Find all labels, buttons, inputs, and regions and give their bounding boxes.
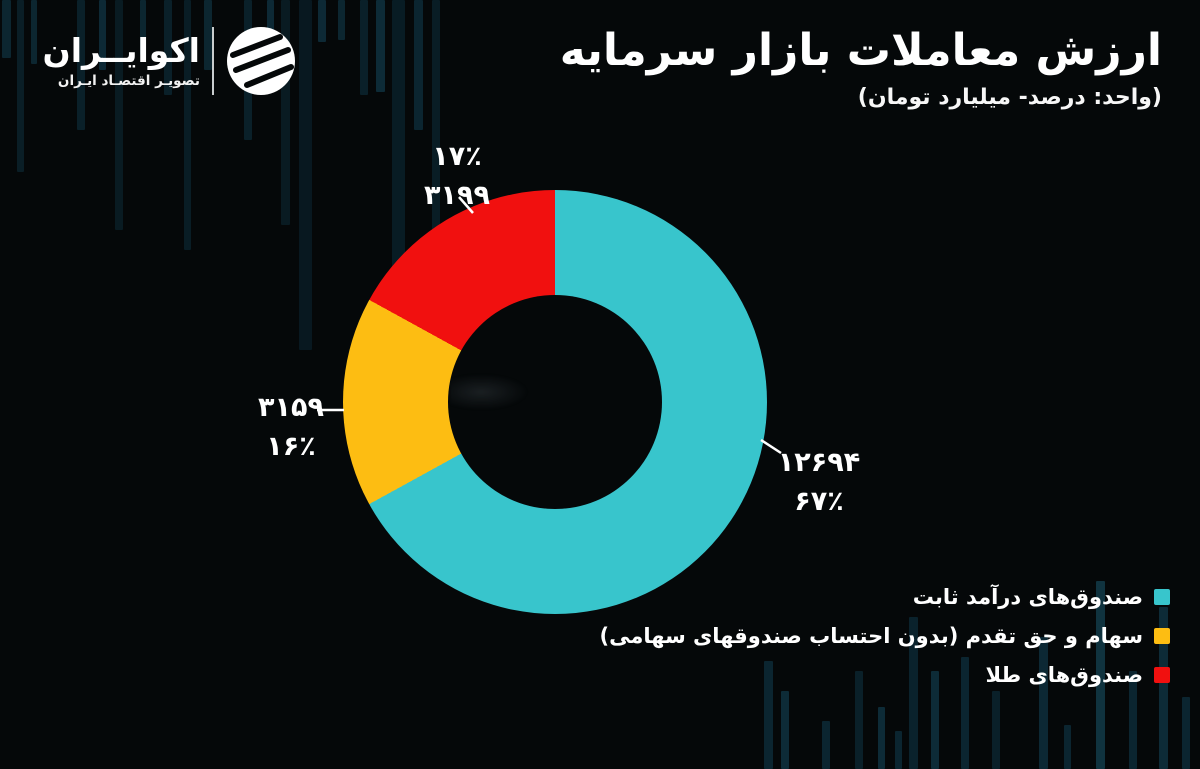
background-bar — [822, 721, 830, 769]
background-bar — [17, 0, 24, 172]
background-bar — [318, 0, 326, 42]
fixed-income-value: ۱۲۶۹۴ — [777, 447, 861, 478]
logo-tagline: تصویـر اقتصـاد ایـران — [57, 72, 200, 89]
stocks-value: ۳۱۵۹ — [258, 392, 324, 423]
logo-text-block: اکوایــران تصویـر اقتصـاد ایـران — [42, 31, 200, 89]
logo-name: اکوایــران — [42, 31, 200, 71]
legend-label-gold-funds: صندوق‌های طلا — [985, 663, 1143, 687]
background-bar — [360, 0, 368, 95]
background-bar — [31, 0, 37, 64]
legend-swatch-yellow — [1154, 628, 1170, 644]
background-bar — [878, 707, 885, 769]
callout-gold-funds: ۱۷٪ ۳۱۹۹ — [392, 137, 522, 215]
callout-stocks: ۳۱۵۹ ۱۶٪ — [226, 388, 356, 466]
legend-swatch-teal — [1154, 589, 1170, 605]
background-bar — [1064, 725, 1071, 769]
donut-ring — [343, 190, 767, 614]
background-bar — [376, 0, 385, 92]
background-bar — [414, 0, 423, 130]
background-bar — [895, 731, 902, 769]
legend-label-fixed-income: صندوق‌های درآمد ثابت — [912, 585, 1143, 609]
legend-row-gold-funds: صندوق‌های طلا — [600, 663, 1170, 687]
background-bar — [1182, 697, 1190, 769]
legend-row-stocks: سهام و حق تقدم (بدون احتساب صندوقهای سها… — [599, 624, 1170, 648]
legend-swatch-red — [1154, 667, 1170, 683]
background-bar — [2, 0, 11, 58]
background-bar — [992, 691, 1000, 769]
stocks-percent: ۱۶٪ — [266, 431, 316, 463]
legend-label-stocks: سهام و حق تقدم (بدون احتساب صندوقهای سها… — [599, 624, 1144, 648]
chart-title: ارزش معاملات بازار سرمایه — [559, 25, 1162, 76]
background-bar — [338, 0, 345, 40]
legend-row-fixed-income: صندوق‌های درآمد ثابت — [600, 585, 1170, 609]
gold-funds-value: ۳۱۹۹ — [424, 180, 490, 212]
ecoiran-logo-icon — [227, 27, 295, 95]
fixed-income-percent: ۶۷٪ — [794, 486, 844, 518]
chart-header: ارزش معاملات بازار سرمایه (واحد: درصد- م… — [560, 22, 1162, 110]
legend: صندوق‌های درآمد ثابت سهام و حق تقدم (بدو… — [599, 585, 1170, 702]
background-bar — [299, 0, 312, 350]
ecoiran-logo: اکوایــران تصویـر اقتصـاد ایـران — [42, 26, 296, 96]
center-ghost-artifact — [450, 374, 528, 410]
callout-fixed-income: ۱۲۶۹۴ ۶۷٪ — [754, 443, 884, 521]
background-bar — [781, 691, 789, 769]
gold-funds-percent: ۱۷٪ — [432, 141, 482, 172]
chart-unit-note: (واحد: درصد- میلیارد تومان) — [857, 85, 1162, 111]
logo-separator-line — [212, 27, 214, 95]
